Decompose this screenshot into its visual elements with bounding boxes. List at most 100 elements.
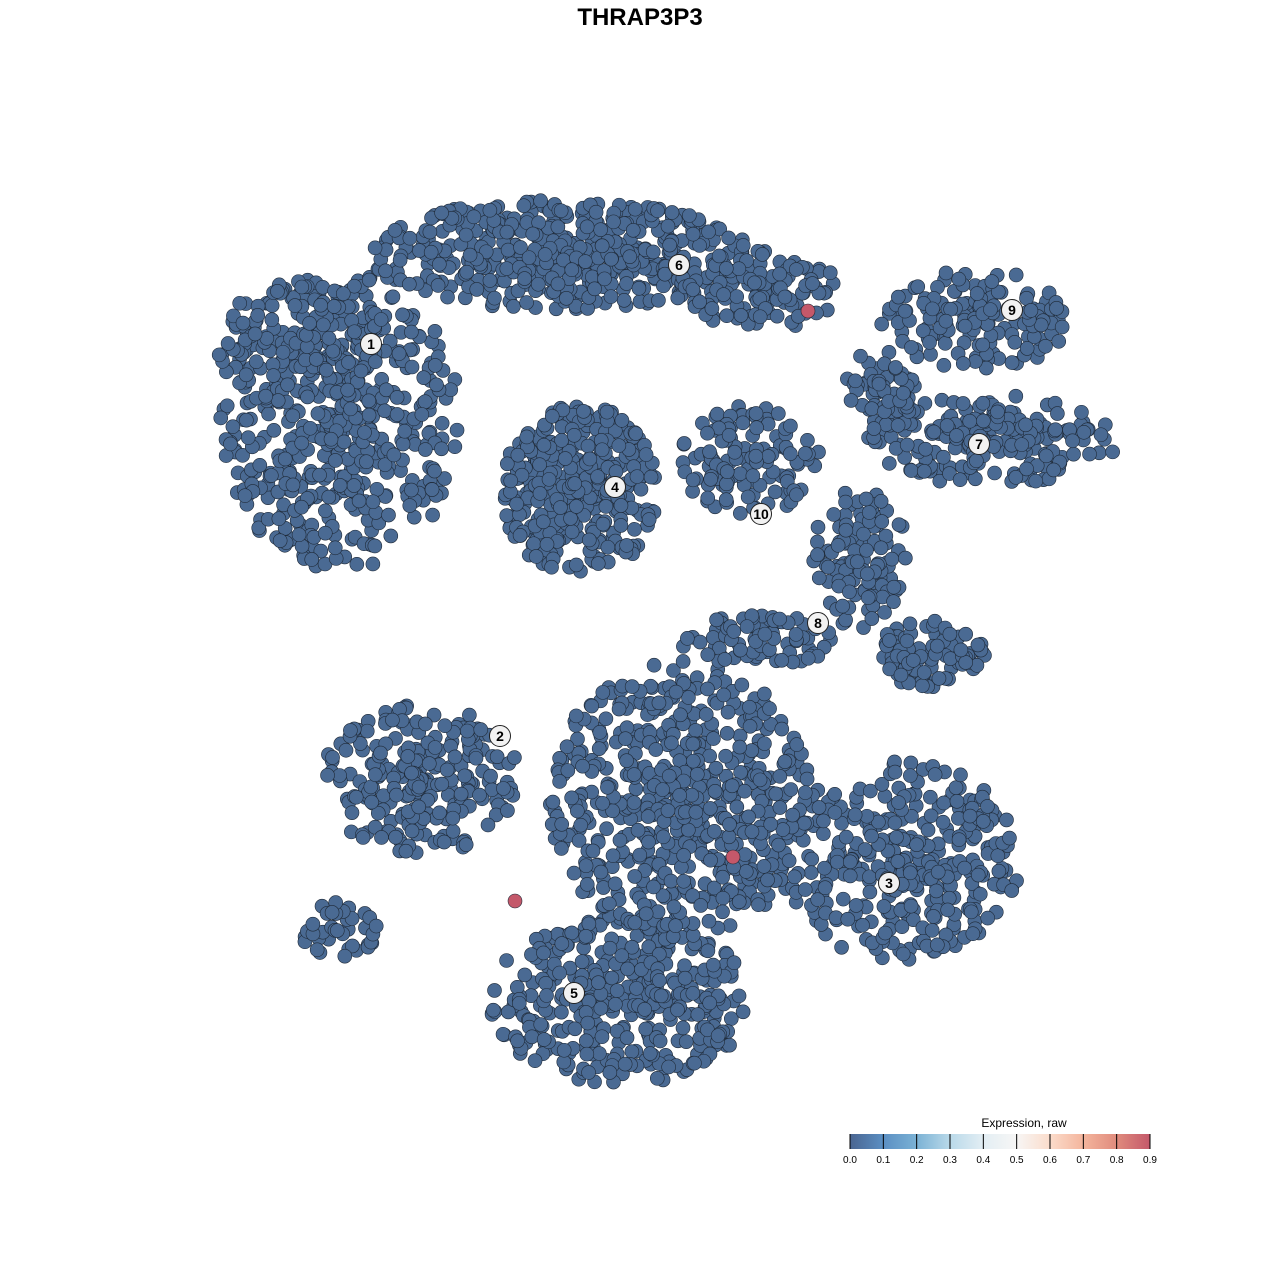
cell-point-cluster-6 [533,193,548,209]
cell-point-cluster-5 [797,785,813,800]
cell-point-cluster-5 [646,879,661,895]
cell-point-cluster-1 [250,308,266,323]
cell-point-cluster-5 [707,784,723,799]
cell-point-cluster-3 [980,799,995,814]
cell-point-cluster-4 [499,508,515,523]
cell-point-cluster-5 [487,983,502,998]
cell-point-cluster-5 [707,824,722,839]
cell-point-cluster-6 [721,230,736,246]
cell-point-cluster-1 [449,422,465,438]
cell-point-cluster-9 [1051,334,1067,349]
cell-point-cluster-10 [771,406,786,421]
cell-point-cluster-5 [592,1046,607,1061]
cell-point-cluster-1 [302,420,318,436]
cell-point-cluster-2 [496,781,511,796]
cell-point-cluster-9 [1019,341,1035,356]
cell-point-cluster-3 [781,853,797,868]
cluster-label-8: 8 [807,612,829,634]
cell-point-cluster-6 [469,282,485,297]
cell-point-cluster-4 [554,433,569,448]
cell-point-cluster-4 [564,524,580,540]
cell-point-cluster-7 [1008,470,1024,485]
cell-point-cluster-7 [939,418,955,433]
cell-point-cluster-2 [353,736,368,751]
cell-point-cluster-1 [294,279,310,295]
cell-point-cluster-5 [666,663,681,678]
cell-point-cluster-4 [614,413,630,428]
cell-point-cluster-4 [555,402,571,418]
cell-point-cluster-2 [355,830,371,845]
cell-point-cluster-2 [457,768,472,784]
cell-point-cluster-1 [225,419,241,434]
cell-point-cluster-9 [936,358,952,373]
cell-point-cluster-8 [882,633,897,648]
cell-point-cluster-5 [757,736,772,751]
cell-point-cluster-8 [891,517,907,532]
cell-point-cluster-3 [787,869,802,885]
cell-point-cluster-5 [641,834,656,850]
cluster-label-text: 8 [814,615,822,631]
cell-point-cluster-10 [703,471,718,487]
cell-point-cluster-5 [664,735,679,751]
cell-point-cluster-4 [613,498,629,513]
cell-point-cluster-6 [516,198,532,213]
cluster-label-text: 3 [885,875,893,891]
cell-point-cluster-6 [719,261,734,276]
cell-point-cluster-5 [744,824,760,839]
cell-point-cluster-1 [347,278,362,294]
cell-point-cluster-1 [414,407,430,422]
cell-point-cluster-1 [353,363,369,379]
cell-point-cluster-1 [346,478,362,493]
cell-point-cluster-5 [690,1007,706,1022]
cell-point-cluster-5 [656,829,671,845]
cell-point-cluster-5 [668,918,683,934]
cell-point-cluster-5 [637,1002,652,1017]
cell-point-cluster-9 [874,316,890,332]
cell-point-cluster-7 [895,385,911,401]
cell-point-cluster-5 [624,939,640,955]
cell-point-cluster-5 [545,794,561,810]
cell-point-cluster-8 [902,616,918,632]
cluster-label-5: 5 [563,982,585,1004]
cell-point-cluster-4 [590,469,605,484]
cell-point-cluster-3 [970,867,986,883]
cell-point-cluster-1 [365,556,381,572]
cell-point-cluster-5 [751,897,766,913]
cell-point-cluster-1 [434,415,450,431]
cell-point-cluster-5 [602,940,618,956]
cell-point-cluster-1 [361,393,377,409]
cell-point-cluster-5 [715,869,730,885]
cell-point-cluster-3 [847,807,863,823]
cell-point-cluster-6 [752,309,768,325]
cell-point-cluster-1 [427,358,443,373]
cell-point-cluster-5 [661,1059,676,1075]
cell-point-cluster-4 [532,486,548,501]
cell-point-cluster-9 [955,356,971,371]
cell-point-cluster-5 [627,915,643,930]
cell-point-cluster-6 [657,266,673,282]
cell-point-cluster-1 [332,478,348,493]
cell-point-cluster-1 [302,315,317,331]
cell-point-cluster-6 [559,290,574,306]
cell-point-cluster-3 [848,898,864,913]
cell-point-cluster-7 [1050,406,1065,421]
cell-point-cluster-4 [595,516,611,532]
cell-point-cluster-5 [703,801,718,816]
cell-point-cluster-5 [570,803,585,819]
cell-point-cluster-10 [789,487,804,503]
cell-point-cluster-3 [871,814,886,830]
cell-point-cluster-1 [323,431,339,447]
legend-title: Expression, raw [981,1116,1067,1130]
cell-point-cluster-5 [612,832,628,848]
cell-point-cluster-1 [429,377,444,393]
cell-point-cluster-6 [747,275,762,291]
cell-point-cluster-8 [886,579,902,595]
cell-point-cluster-9 [975,337,991,353]
cell-point-cluster-7 [882,456,897,471]
cell-point-cluster-5 [655,888,671,903]
cell-point-cluster-5 [595,685,611,700]
cell-point-cluster-5 [737,847,753,862]
cell-point-cluster-8 [970,637,986,653]
cell-point-cluster-8 [810,519,826,535]
cell-point-cluster-1 [325,343,341,359]
